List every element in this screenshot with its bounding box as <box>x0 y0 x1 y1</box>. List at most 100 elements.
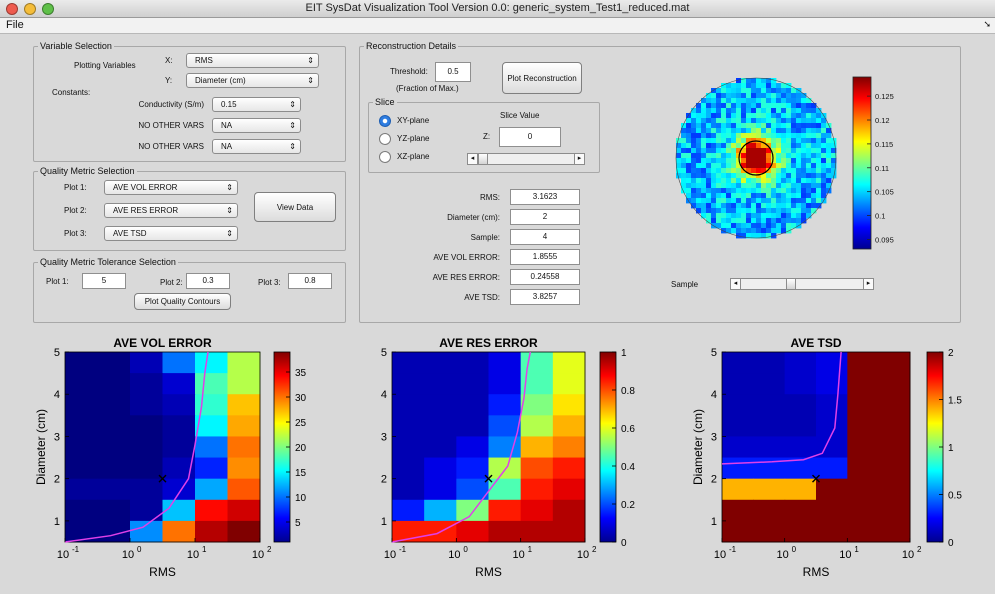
recon-cell <box>811 108 817 114</box>
sample-slider-thumb[interactable] <box>785 279 796 289</box>
recon-cell <box>831 158 837 164</box>
recon-cell <box>826 168 832 174</box>
recon-cell <box>761 223 767 229</box>
view-data-button[interactable]: View Data <box>254 192 336 222</box>
recon-cell <box>811 103 817 109</box>
slider-left-arrow-icon[interactable]: ◂ <box>468 154 478 164</box>
recon-cell <box>751 108 757 114</box>
x-tick-exponent: 2 <box>267 545 272 554</box>
heatmap-cell <box>424 352 457 374</box>
recon-cell <box>711 128 717 134</box>
recon-cell <box>816 203 822 209</box>
slider-left-arrow-icon[interactable]: ◂ <box>731 279 741 289</box>
heatmap-cell <box>162 520 196 543</box>
z-value-input[interactable]: 0 <box>499 127 561 147</box>
recon-cell <box>716 198 722 204</box>
heatmap-cell <box>878 373 911 395</box>
recon-cell <box>776 143 782 149</box>
recon-cell <box>746 148 752 154</box>
recon-cell <box>816 108 822 114</box>
recon-cell <box>826 133 832 139</box>
plot3-metric-value: AVE TSD <box>113 229 147 238</box>
recon-cell <box>736 108 742 114</box>
heatmap-cell <box>130 457 163 480</box>
colorbar-tick-label: 30 <box>295 393 307 404</box>
colorbar-tick-label: 1 <box>621 348 627 359</box>
plot1-metric-popup[interactable]: AVE VOL ERROR ⇕ <box>104 180 238 195</box>
recon-cell <box>801 123 807 129</box>
x-tick-exponent: -1 <box>729 545 737 554</box>
slider-right-arrow-icon[interactable]: ▸ <box>863 279 873 289</box>
recon-cell <box>746 233 752 239</box>
x-axis-label: RMS <box>803 565 830 579</box>
recon-cell <box>761 208 767 214</box>
recon-cell <box>796 103 802 109</box>
zoom-window-button[interactable] <box>42 3 54 15</box>
slider-right-arrow-icon[interactable]: ▸ <box>574 154 584 164</box>
recon-cell <box>796 138 802 144</box>
y-tick-label: 2 <box>381 474 387 486</box>
recon-cell <box>771 128 777 134</box>
recon-cell <box>801 178 807 184</box>
x-tick-exponent: -1 <box>72 545 80 554</box>
recon-cell <box>811 158 817 164</box>
heatmap-cell <box>195 373 228 395</box>
recon-cell <box>756 173 762 179</box>
recon-cell <box>826 178 832 184</box>
recon-cell <box>751 168 757 174</box>
slice-xy-radio[interactable] <box>379 115 391 127</box>
heatmap-cell <box>162 373 196 395</box>
recon-cell <box>781 198 787 204</box>
heatmap-cell <box>722 520 754 543</box>
plot-reconstruction-button[interactable]: Plot Reconstruction <box>502 62 582 94</box>
close-window-button[interactable] <box>6 3 18 15</box>
slice-slider-thumb[interactable] <box>478 154 488 164</box>
recon-cell <box>711 133 717 139</box>
constant-popup-2[interactable]: NA ⇕ <box>212 118 301 133</box>
constant-popup-1[interactable]: 0.15 ⇕ <box>212 97 301 112</box>
minimize-window-button[interactable] <box>24 3 36 15</box>
recon-cell <box>741 213 747 219</box>
heatmap-cell <box>162 436 196 459</box>
constant-popup-3[interactable]: NA ⇕ <box>212 139 301 154</box>
recon-cell <box>686 118 692 124</box>
slice-panel: Slice XY-plane YZ-plane XZ-plane Slice V… <box>368 97 600 173</box>
recon-cell <box>816 173 822 179</box>
recon-cell <box>741 218 747 224</box>
tolerance-plot3-input[interactable]: 0.8 <box>288 273 332 289</box>
slice-yz-radio[interactable] <box>379 133 391 145</box>
plot1-metric-value: AVE VOL ERROR <box>113 183 178 192</box>
recon-cell <box>726 103 732 109</box>
recon-cell <box>776 118 782 124</box>
plot3-metric-popup[interactable]: AVE TSD ⇕ <box>104 226 238 241</box>
recon-cell <box>736 118 742 124</box>
menu-file[interactable]: File <box>6 19 24 31</box>
recon-cell <box>746 123 752 129</box>
recon-cell <box>756 208 762 214</box>
plot-ave-vol-error: AVE VOL ERROR 10 -1 10 0 10 1 10 2 1 2 3 4 5 RMS Diamet… <box>0 330 330 594</box>
menu-arrow-icon[interactable]: ➘ <box>983 19 991 29</box>
recon-cell <box>701 133 707 139</box>
sample-slider[interactable]: ◂ ▸ <box>730 278 874 290</box>
recon-cell <box>726 223 732 229</box>
recon-cell <box>716 168 722 174</box>
detail-label-tsd: AVE TSD: <box>464 293 500 302</box>
heatmap-cell <box>424 436 457 459</box>
recon-cell <box>721 178 727 184</box>
heatmap-cell <box>816 394 848 416</box>
slice-slider[interactable]: ◂ ▸ <box>467 153 585 165</box>
threshold-input[interactable]: 0.5 <box>435 62 471 82</box>
recon-cell <box>826 163 832 169</box>
y-variable-popup[interactable]: Diameter (cm) ⇕ <box>186 73 319 88</box>
tolerance-plot1-input[interactable]: 5 <box>82 273 126 289</box>
recon-cell <box>766 108 772 114</box>
heatmap-cell <box>456 457 489 480</box>
slice-xz-radio[interactable] <box>379 151 391 163</box>
recon-cell <box>806 173 812 179</box>
heatmap-cell <box>784 352 817 374</box>
tolerance-plot2-input[interactable]: 0.3 <box>186 273 230 289</box>
recon-cell <box>791 88 797 94</box>
plot-quality-contours-button[interactable]: Plot Quality Contours <box>134 293 231 310</box>
plot2-metric-popup[interactable]: AVE RES ERROR ⇕ <box>104 203 238 218</box>
x-variable-popup[interactable]: RMS ⇕ <box>186 53 319 68</box>
